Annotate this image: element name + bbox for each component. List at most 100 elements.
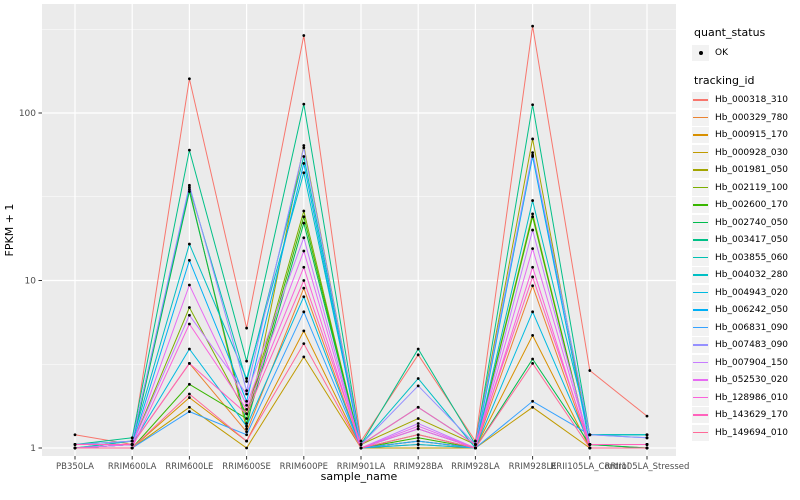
- legend-item-label: Hb_002600_170: [715, 200, 789, 211]
- legend-key-line-icon: [693, 239, 708, 241]
- legend-key: [692, 354, 709, 371]
- legend-item-label: Hb_128986_010: [715, 392, 789, 403]
- legend-item: Hb_149694_010: [692, 424, 800, 442]
- legend-key-line-icon: [693, 204, 708, 206]
- x-tick-label: RRIM901LA: [337, 462, 386, 472]
- legend-key-line-icon: [693, 414, 708, 416]
- legend-item-label: Hb_000928_030: [715, 147, 789, 158]
- data-point: [302, 329, 306, 333]
- legend-item-label: Hb_001981_050: [715, 165, 789, 176]
- data-point: [188, 347, 191, 351]
- data-point: [245, 377, 249, 380]
- data-point: [531, 265, 534, 269]
- legend-item-label: Hb_003417_050: [715, 235, 789, 246]
- legend-item: Hb_001981_050: [692, 162, 800, 180]
- x-tick-label: PB350LA: [56, 462, 94, 472]
- data-point: [531, 137, 534, 141]
- data-point: [416, 384, 420, 388]
- data-point: [416, 443, 420, 446]
- data-point: [302, 155, 306, 158]
- data-point: [531, 247, 534, 251]
- data-point: [416, 424, 420, 428]
- legend-key: [692, 337, 709, 354]
- data-point: [359, 446, 363, 450]
- x-tick-label: RRII105LA_Stressed: [605, 462, 690, 472]
- data-point: [245, 326, 249, 330]
- data-point: [130, 443, 134, 446]
- data-point: [531, 155, 534, 158]
- data-point: [188, 306, 191, 309]
- data-point: [416, 417, 420, 420]
- legend-key-line-icon: [693, 291, 708, 294]
- data-point: [188, 183, 191, 187]
- legend-key: [692, 127, 709, 144]
- legend-key-line-icon: [693, 151, 708, 154]
- data-point: [188, 405, 191, 409]
- data-point: [302, 249, 306, 253]
- legend-item-ok: OK: [692, 44, 800, 62]
- legend-item: Hb_000915_170: [692, 127, 800, 145]
- legend-item: Hb_002600_170: [692, 197, 800, 215]
- data-point: [531, 228, 534, 232]
- legend-key-line-icon: [693, 99, 708, 101]
- legend-key: [692, 92, 709, 109]
- data-point: [188, 361, 191, 365]
- x-tick-label: RRII105LA_Control: [550, 462, 629, 472]
- data-point: [416, 439, 420, 443]
- data-point: [531, 275, 534, 279]
- legend-key-line-icon: [693, 186, 708, 189]
- legend-key-line-icon: [693, 256, 708, 259]
- legend-key-line-icon: [693, 134, 708, 136]
- legend-item-label: Hb_006831_090: [715, 322, 789, 333]
- data-point: [302, 295, 306, 299]
- data-point: [588, 446, 592, 450]
- legend-item: Hb_003855_060: [692, 249, 800, 267]
- legend-key-line-icon: [693, 274, 708, 276]
- legend-item: Hb_003417_050: [692, 232, 800, 250]
- legend-item-label: Hb_002740_050: [715, 217, 789, 228]
- legend-key: [692, 267, 709, 284]
- legend: quant_status OK tracking_id Hb_000318_31…: [692, 26, 800, 442]
- plot-panel: [42, 4, 676, 456]
- data-point: [531, 310, 534, 314]
- data-point: [302, 221, 306, 225]
- data-point: [359, 439, 363, 443]
- data-point: [245, 403, 249, 407]
- data-point: [416, 347, 420, 351]
- data-point: [588, 433, 592, 437]
- data-point: [531, 212, 534, 216]
- legend-key-line-icon: [693, 379, 708, 381]
- data-point: [302, 146, 306, 150]
- legend-item: Hb_000318_310: [692, 92, 800, 110]
- legend-item-label: Hb_004943_020: [715, 287, 789, 298]
- tracking-id-keys: Hb_000318_310 Hb_000329_780 Hb_000915_170 H…: [692, 92, 800, 442]
- data-point: [416, 436, 420, 440]
- legend-key: [692, 302, 709, 319]
- data-point: [474, 446, 477, 450]
- data-point: [531, 361, 534, 365]
- data-point: [531, 399, 534, 403]
- legend-item-label: Hb_007904_150: [715, 357, 789, 368]
- legend-item-label: OK: [715, 47, 728, 58]
- data-point: [531, 199, 534, 202]
- legend-item: Hb_002119_100: [692, 179, 800, 197]
- data-point: [188, 396, 191, 399]
- legend-item-label: Hb_003855_060: [715, 252, 789, 263]
- legend-key: [692, 372, 709, 389]
- x-tick-label: RRIM600PE: [280, 462, 328, 472]
- y-tick-label: 1: [30, 444, 36, 454]
- data-point: [302, 102, 306, 106]
- legend-key: [692, 249, 709, 266]
- legend-item-label: Hb_007483_090: [715, 340, 789, 351]
- data-point: [188, 392, 191, 396]
- data-point: [645, 443, 649, 446]
- legend-item: Hb_004943_020: [692, 284, 800, 302]
- data-point: [416, 427, 420, 431]
- legend-key-line-icon: [693, 431, 708, 434]
- data-point: [302, 342, 306, 346]
- data-point: [531, 151, 534, 155]
- data-point: [188, 410, 191, 413]
- legend-item-label: Hb_000318_310: [715, 95, 789, 106]
- data-point: [188, 185, 191, 189]
